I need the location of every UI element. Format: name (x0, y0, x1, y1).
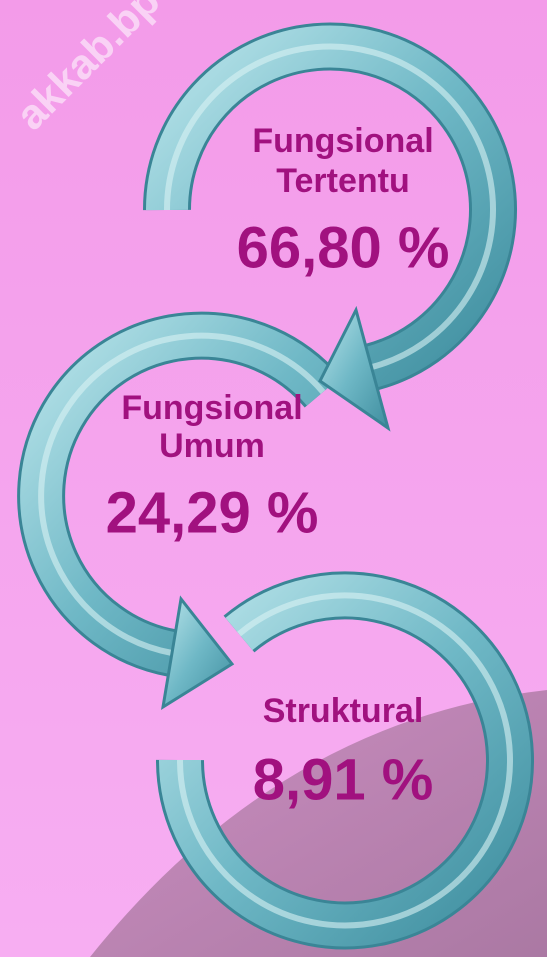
circular-arrow (17, 311, 342, 711)
arrow-highlight (38, 332, 326, 656)
item-label: Umum (159, 427, 265, 465)
arrow-highlight (176, 592, 513, 929)
item-percent: 66,80 % (237, 215, 450, 280)
arrow-highlight (163, 43, 496, 370)
item-percent: 8,91 % (253, 747, 434, 812)
item-label: Fungsional (252, 122, 433, 160)
item-label: Struktural (263, 692, 424, 730)
item-label: Fungsional (121, 389, 302, 427)
item-percent: 24,29 % (106, 480, 319, 545)
arrow-head (160, 595, 235, 711)
circular-arrow (142, 22, 517, 432)
item-label: Tertentu (276, 162, 409, 200)
circular-arrow (155, 571, 534, 950)
arrow-head (318, 305, 391, 432)
